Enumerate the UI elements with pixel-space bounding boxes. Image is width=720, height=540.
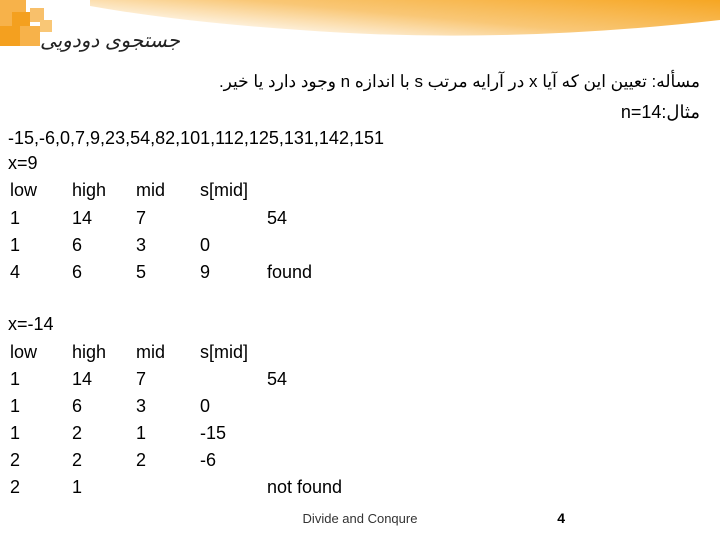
col-header (267, 340, 367, 365)
footer-title: Divide and Conqure (0, 511, 720, 526)
trace1-x: x=9 (8, 153, 38, 173)
table-row: 21not found (10, 475, 367, 500)
table-row: 114754 (10, 367, 367, 392)
trace1-table: lowhighmids[mid] 11475416304659found (8, 176, 369, 287)
col-header: s[mid] (200, 178, 265, 203)
page-number: 4 (557, 510, 565, 526)
col-header: high (72, 178, 134, 203)
col-header: high (72, 340, 134, 365)
col-header: mid (136, 178, 198, 203)
table-row: 121-15 (10, 421, 367, 446)
col-header (267, 178, 367, 203)
table-row: 1630 (10, 394, 367, 419)
example-label: مثال:n=14 (621, 102, 700, 123)
content-block: -15,-6,0,7,9,23,54,82,101,112,125,131,14… (8, 126, 384, 503)
col-header: s[mid] (200, 340, 265, 365)
col-header: mid (136, 340, 198, 365)
col-header: low (10, 340, 70, 365)
table-row: 222-6 (10, 448, 367, 473)
table-row: 114754 (10, 206, 367, 231)
trace2-table: lowhighmids[mid]1147541630121-15222-621n… (8, 338, 369, 503)
trace2-x: x=-14 (8, 314, 54, 334)
table-row: 4659found (10, 260, 367, 285)
array-line: -15,-6,0,7,9,23,54,82,101,112,125,131,14… (8, 128, 384, 148)
col-header: low (10, 178, 70, 203)
table-row: 1630 (10, 233, 367, 258)
problem-statement: مسأله: تعیین این که آیا x در آرایه مرتب … (20, 72, 700, 92)
slide-title: جستجوی دودویی (24, 28, 180, 53)
